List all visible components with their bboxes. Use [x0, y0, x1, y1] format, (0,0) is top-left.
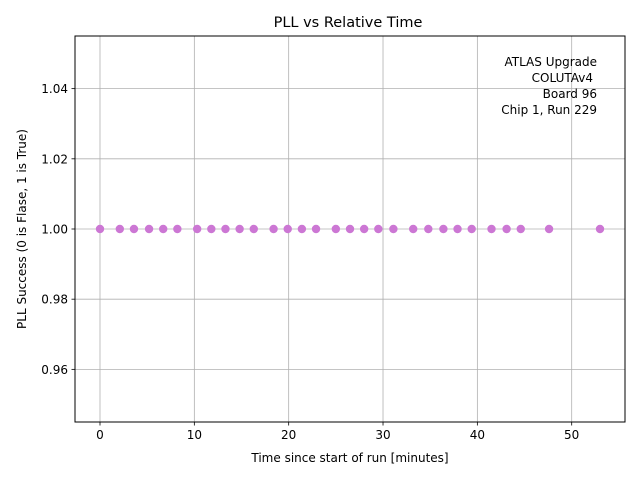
x-tick-label: 20: [281, 428, 296, 442]
data-point: [173, 224, 182, 234]
data-points: [95, 224, 605, 234]
data-point: [544, 224, 554, 234]
data-point: [283, 224, 292, 234]
data-point: [389, 224, 398, 234]
x-tick-label: 40: [470, 428, 485, 442]
data-point: [207, 224, 216, 234]
annotation-line-3: Board 96: [543, 87, 597, 101]
x-tick-label: 30: [375, 428, 390, 442]
data-point: [502, 224, 511, 234]
x-tick-label: 10: [187, 428, 202, 442]
data-point: [409, 224, 418, 234]
annotation-line-1: ATLAS Upgrade: [504, 55, 597, 69]
data-point: [115, 224, 125, 234]
data-point: [453, 224, 462, 234]
x-axis-ticks: 0 10 20 30 40 50: [96, 422, 579, 442]
data-point: [159, 224, 168, 234]
data-point: [297, 224, 307, 234]
data-point: [192, 224, 202, 234]
data-point: [144, 224, 154, 234]
annotation-line-4: Chip 1, Run 229: [501, 103, 597, 117]
y-tick-label: 1.02: [41, 152, 68, 166]
data-point: [467, 224, 476, 234]
y-axis-ticks: 0.96 0.98 1.00 1.02 1.04: [41, 82, 75, 377]
data-point: [516, 224, 525, 234]
chart-title: PLL vs Relative Time: [274, 15, 423, 31]
data-point: [249, 224, 258, 234]
y-tick-label: 1.04: [41, 82, 68, 96]
y-tick-label: 1.00: [41, 223, 68, 237]
y-tick-label: 0.96: [41, 363, 68, 377]
x-axis-label: Time since start of run [minutes]: [250, 451, 448, 465]
data-point: [221, 224, 230, 234]
x-tick-label: 50: [564, 428, 579, 442]
data-point: [424, 224, 433, 234]
data-point: [595, 224, 605, 234]
data-point: [269, 224, 278, 234]
data-point: [345, 224, 355, 234]
data-point: [487, 224, 496, 234]
annotation-line-2: COLUTAv4: [532, 71, 593, 85]
y-tick-label: 0.98: [41, 293, 68, 307]
data-point: [311, 224, 321, 234]
data-point: [359, 224, 369, 234]
data-point: [439, 224, 448, 234]
data-point: [129, 224, 139, 234]
data-point: [95, 224, 105, 234]
y-axis-label: PLL Success (0 is Flase, 1 is True): [15, 129, 29, 329]
data-point: [374, 224, 383, 234]
data-point: [331, 224, 341, 234]
annotation: ATLAS Upgrade COLUTAv4 Board 96 Chip 1, …: [501, 55, 597, 117]
data-point: [235, 224, 244, 234]
x-tick-label: 0: [96, 428, 104, 442]
